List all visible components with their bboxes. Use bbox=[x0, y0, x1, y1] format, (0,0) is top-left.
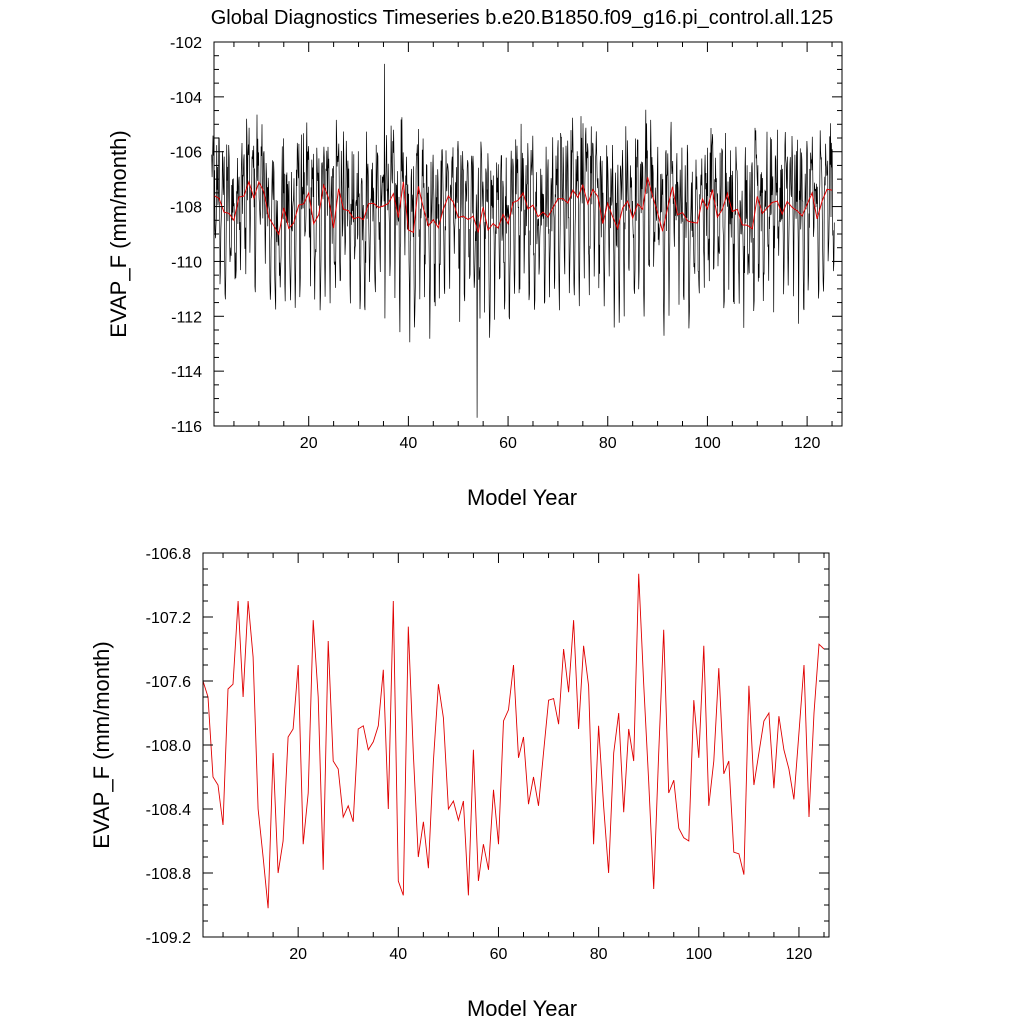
annual-line bbox=[213, 177, 833, 236]
x-tick-label: 100 bbox=[685, 946, 712, 963]
axis-ticks: 20 40 60 80 100 120 -116 -114 -112 -110 -108 -106 -1… bbox=[170, 35, 842, 452]
x-tick-label: 80 bbox=[590, 946, 608, 963]
x-tick-label: 100 bbox=[694, 435, 721, 452]
axis-ticks: 20 40 60 80 100 120 -109.2 -108.8 -108.4 -108.0 -1… bbox=[146, 546, 829, 963]
y-axis-label: EVAP_F (mm/month) bbox=[89, 641, 114, 848]
figure-title: Global Diagnostics Timeseries b.e20.B185… bbox=[211, 7, 834, 29]
y-tick-label: -107.2 bbox=[146, 610, 191, 627]
y-tick-label: -108 bbox=[170, 200, 202, 217]
monthly-line bbox=[211, 63, 835, 418]
top-panel: 20 40 60 80 100 120 -116 -114 -112 -110 -108 -106 -1… bbox=[106, 35, 843, 510]
x-tick-label: 120 bbox=[786, 946, 813, 963]
y-tick-label: -114 bbox=[171, 364, 202, 381]
y-tick-label: -106 bbox=[170, 145, 202, 162]
x-tick-label: 40 bbox=[399, 435, 417, 452]
x-axis-label: Model Year bbox=[467, 996, 577, 1021]
annual-mean-series-line bbox=[202, 573, 825, 909]
y-tick-label: -108.4 bbox=[146, 802, 191, 819]
bottom-panel: 20 40 60 80 100 120 -109.2 -108.8 -108.4 -108.0 -1… bbox=[89, 546, 830, 1021]
annual-mean-series-line bbox=[213, 177, 833, 236]
y-tick-label: -116 bbox=[171, 419, 202, 436]
x-axis-label: Model Year bbox=[467, 485, 577, 510]
y-tick-label: -104 bbox=[170, 90, 202, 107]
x-tick-label: 60 bbox=[499, 435, 517, 452]
x-tick-label: 20 bbox=[300, 435, 318, 452]
x-tick-label: 60 bbox=[490, 946, 508, 963]
y-tick-label: -108.0 bbox=[146, 738, 191, 755]
y-tick-label: -107.6 bbox=[146, 674, 191, 691]
x-tick-label: 80 bbox=[599, 435, 617, 452]
x-tick-label: 120 bbox=[794, 435, 821, 452]
y-axis-label: EVAP_F (mm/month) bbox=[106, 130, 131, 337]
plot-frame bbox=[202, 552, 830, 938]
y-tick-label: -102 bbox=[170, 35, 202, 52]
monthly-series-line bbox=[211, 63, 835, 418]
y-tick-label: -106.8 bbox=[146, 546, 191, 563]
y-tick-label: -112 bbox=[171, 309, 202, 326]
annual-line bbox=[202, 573, 825, 909]
y-tick-label: -109.2 bbox=[146, 930, 191, 947]
x-tick-label: 40 bbox=[389, 946, 407, 963]
y-tick-label: -108.8 bbox=[146, 866, 191, 883]
y-tick-label: -110 bbox=[171, 254, 202, 271]
x-tick-label: 20 bbox=[289, 946, 307, 963]
